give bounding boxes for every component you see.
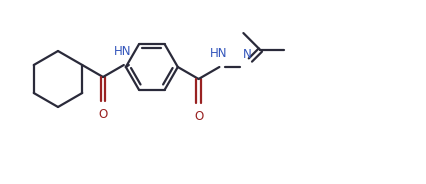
Text: O: O: [194, 110, 203, 123]
Text: N: N: [243, 48, 252, 61]
Text: HN: HN: [114, 45, 132, 58]
Text: HN: HN: [210, 47, 227, 60]
Text: O: O: [98, 108, 108, 121]
